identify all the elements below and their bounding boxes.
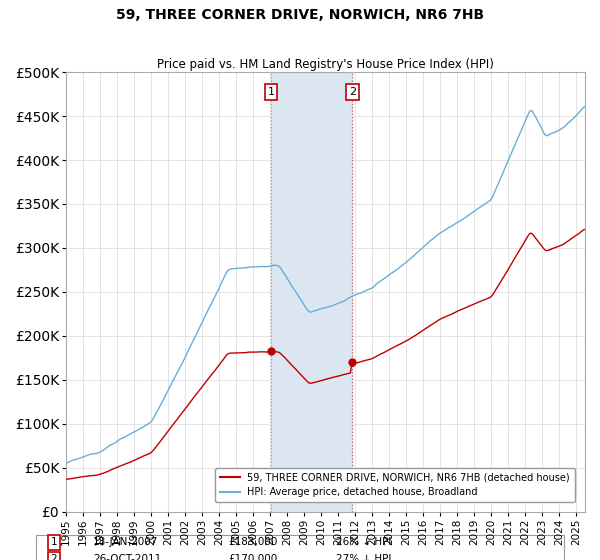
Text: 1: 1 [50, 538, 58, 547]
Text: 1: 1 [268, 87, 275, 97]
Text: 59, THREE CORNER DRIVE, NORWICH, NR6 7HB: 59, THREE CORNER DRIVE, NORWICH, NR6 7HB [116, 8, 484, 22]
Bar [271, 72, 352, 511]
Text: 27% ↓ HPI: 27% ↓ HPI [336, 554, 391, 560]
Title: Price paid vs. HM Land Registry's House Price Index (HPI): Price paid vs. HM Land Registry's House … [157, 58, 494, 71]
Text: 18-JAN-2007: 18-JAN-2007 [93, 538, 158, 547]
Text: 26-OCT-2011: 26-OCT-2011 [93, 554, 161, 560]
Text: £183,000: £183,000 [228, 538, 277, 547]
Text: 2: 2 [349, 87, 356, 97]
Text: 26% ↓ HPI: 26% ↓ HPI [336, 538, 391, 547]
Text: 2: 2 [50, 554, 58, 560]
Text: £170,000: £170,000 [228, 554, 277, 560]
Legend: 59, THREE CORNER DRIVE, NORWICH, NR6 7HB (detached house), HPI: Average price, d: 59, THREE CORNER DRIVE, NORWICH, NR6 7HB… [215, 468, 575, 502]
